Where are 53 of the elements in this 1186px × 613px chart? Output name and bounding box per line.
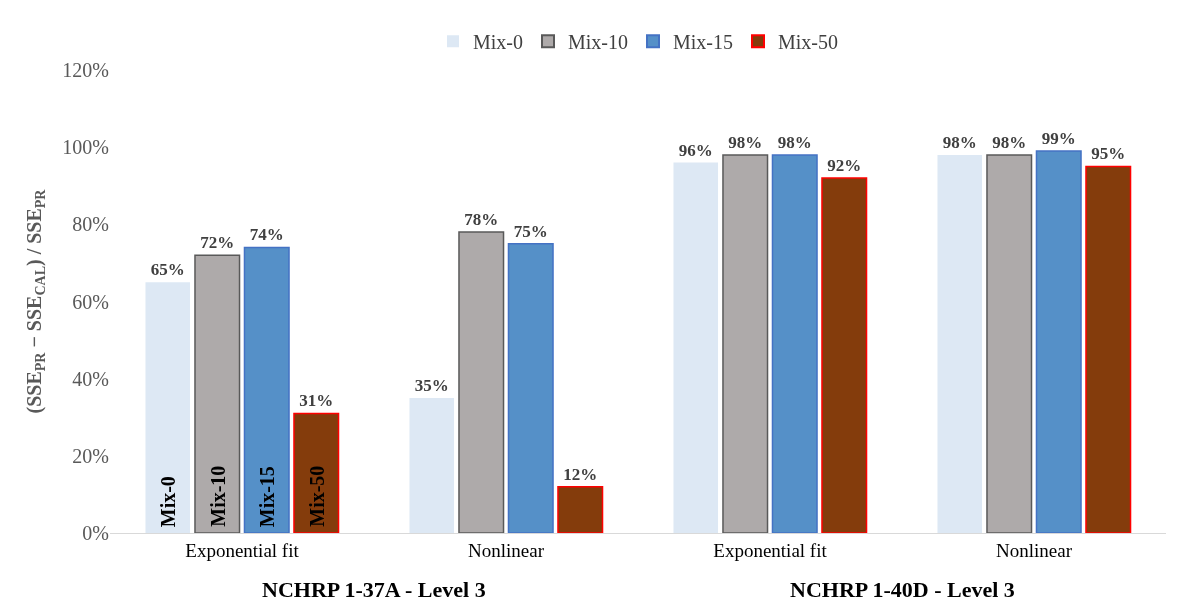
- data-label: 92%: [827, 156, 862, 176]
- bar: [722, 154, 769, 533]
- bar: [1035, 150, 1082, 533]
- bar: [409, 397, 455, 533]
- x-tick-label: Exponential fit: [185, 539, 300, 561]
- text: NCHRP 1-40D - Level 3: [790, 577, 1015, 602]
- y-tick-label: 20%: [72, 444, 109, 467]
- legend-label: Mix-10: [568, 31, 628, 54]
- y-tick-label: 0%: [82, 522, 109, 544]
- data-label: 98%: [942, 132, 977, 152]
- annotation: Mix-10: [206, 465, 229, 527]
- data-label: 98%: [777, 132, 812, 152]
- data-label: 95%: [1091, 144, 1126, 164]
- bar: [243, 246, 290, 533]
- legend-label: Mix-15: [673, 31, 733, 54]
- data-label: 72%: [200, 233, 235, 253]
- bar: [458, 231, 505, 533]
- bar: [821, 177, 868, 533]
- y-tick-label: 80%: [72, 213, 109, 236]
- bar: [293, 412, 340, 533]
- data-label: 98%: [992, 132, 1027, 152]
- annotation: Mix-50: [305, 465, 328, 527]
- bar: [986, 154, 1033, 533]
- y-tick-label: 120%: [62, 59, 109, 81]
- legend-label: Mix-0: [473, 31, 523, 54]
- data-label: 74%: [249, 225, 284, 245]
- bar: [937, 154, 983, 533]
- data-label: 98%: [728, 132, 763, 152]
- bar: [194, 254, 241, 533]
- x-tick-label: Nonlinear: [468, 539, 545, 561]
- data-label: 99%: [1041, 129, 1076, 149]
- y-tick-label: 100%: [62, 136, 109, 159]
- text: NCHRP 1-37A - Level 3: [262, 577, 486, 602]
- data-label: 78%: [464, 210, 499, 230]
- bar: [771, 154, 818, 533]
- y-tick-label: 60%: [72, 290, 109, 313]
- annotation: Mix-15: [256, 466, 279, 528]
- legend-label: Mix-50: [778, 31, 838, 54]
- bar: [1085, 165, 1132, 533]
- data-label: 12%: [563, 464, 598, 484]
- y-tick-label: 40%: [72, 367, 109, 390]
- x-tick-label: Nonlinear: [996, 539, 1073, 561]
- data-label: 75%: [513, 221, 548, 241]
- bar: [145, 282, 191, 533]
- annotation: Mix-0: [157, 476, 180, 528]
- bar: [507, 242, 554, 533]
- data-label: 35%: [414, 375, 449, 395]
- data-label: 65%: [150, 260, 185, 280]
- data-label: 96%: [678, 140, 713, 160]
- bar: [673, 162, 719, 533]
- data-label: 31%: [299, 391, 334, 411]
- x-tick-label: Exponential fit: [713, 539, 828, 561]
- bar: [557, 485, 604, 533]
